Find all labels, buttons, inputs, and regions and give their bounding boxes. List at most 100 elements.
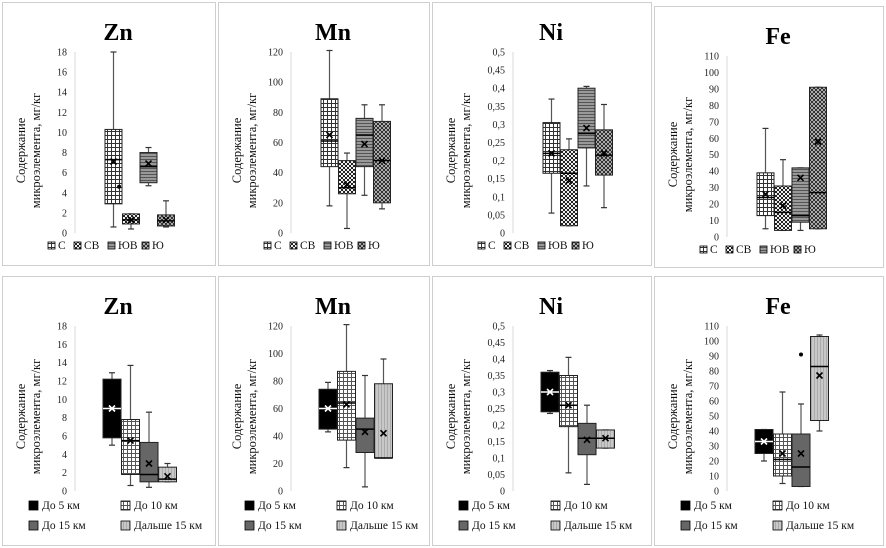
y-tick-label: 12 — [57, 108, 67, 119]
box-С — [542, 98, 561, 214]
legend-label: До 15 км — [258, 520, 302, 532]
y-tick-label: 0 — [62, 487, 67, 498]
legend-swatch — [458, 520, 469, 531]
mean-marker — [378, 157, 386, 165]
legend-swatch — [503, 241, 512, 250]
chart-panel-top-ni: Ni 0 0,05 0,1 0,15 0,2 0,25 0,3 0,35 0,4 0,45 0,5 Со… — [432, 2, 652, 266]
y-tick-label: 60 — [273, 138, 283, 149]
y-tick-label: 0 — [62, 229, 67, 240]
legend-swatch — [537, 241, 546, 250]
y-tick-label: 80 — [709, 367, 719, 378]
chart-svg: Ni 0 0,05 0,1 0,15 0,2 0,25 0,3 0,35 0,4 0,45 0,5 Со… — [444, 294, 633, 532]
mean-marker — [797, 449, 805, 458]
mean-marker — [814, 137, 822, 146]
y-axis-label-line2: микроэлемента, мг/кг — [681, 359, 695, 475]
box-Дальше-15-км — [596, 429, 615, 449]
y-tick-label: 40 — [273, 432, 283, 443]
box-body — [139, 441, 159, 483]
y-tick-label: 0,25 — [488, 138, 506, 149]
legend-label: СВ — [84, 240, 100, 252]
y-tick-label: 0,15 — [488, 174, 506, 185]
legend-swatch — [244, 520, 255, 531]
legend-swatch — [120, 520, 131, 531]
mean-marker — [162, 216, 170, 224]
box-До-10-км — [121, 364, 140, 487]
box-До-15-км — [791, 352, 811, 488]
legend-label: До 10 км — [564, 500, 608, 512]
mean-marker — [778, 449, 787, 458]
legend-label: До 10 км — [786, 500, 830, 512]
y-tick-label: 0,1 — [493, 454, 506, 465]
mean-marker — [342, 400, 351, 408]
box-СВ — [774, 159, 792, 232]
legend-swatch — [759, 245, 768, 254]
box-До-15-км — [577, 404, 597, 485]
box-body — [791, 433, 811, 487]
y-tick-label: 0 — [714, 487, 719, 498]
y-axis-label-line2: микроэлемента, мг/кг — [29, 359, 43, 475]
box-До-5-км — [754, 428, 774, 462]
legend-label: До 5 км — [42, 500, 81, 512]
y-tick-label: 70 — [709, 382, 719, 393]
box-До-5-км — [102, 372, 122, 446]
legend-label: Дальше 15 км — [786, 520, 855, 532]
box-body — [810, 336, 829, 421]
y-tick-label: 30 — [709, 183, 719, 194]
mean-marker — [600, 149, 608, 157]
box-body — [139, 152, 158, 184]
legend-label: Ю — [368, 240, 380, 252]
box-Ю — [157, 200, 175, 228]
chart-title: Fe — [765, 24, 791, 50]
mean-marker — [109, 158, 118, 166]
y-tick-label: 60 — [709, 397, 719, 408]
mean-marker — [564, 401, 573, 409]
y-tick-label: 0,1 — [493, 192, 506, 203]
chart-svg: Zn 0 2 4 6 8 10 12 14 16 18 Содержание микроэлемента… — [14, 294, 203, 532]
mean-marker — [815, 371, 824, 380]
y-tick-label: 0,3 — [493, 120, 506, 131]
box-До-5-км — [540, 369, 560, 415]
y-tick-label: 0,45 — [488, 338, 506, 349]
box-body — [374, 383, 393, 459]
y-tick-label: 18 — [57, 322, 67, 333]
legend-label: До 10 км — [134, 500, 178, 512]
box-body — [791, 167, 810, 223]
chart-panel-top-mn: Mn 0 20 40 60 80 100 120 Содержание микроэлемента… — [218, 2, 430, 266]
y-tick-label: 0 — [500, 487, 505, 498]
box-СВ — [117, 184, 140, 230]
y-tick-label: 40 — [709, 427, 719, 438]
box-body — [577, 87, 596, 149]
box-body — [542, 122, 561, 174]
y-tick-label: 6 — [62, 432, 67, 443]
box-ЮВ — [355, 104, 374, 196]
legend-swatch — [725, 245, 734, 254]
chart-title: Zn — [103, 294, 132, 320]
y-axis-label-line2: микроэлемента, мг/кг — [459, 93, 473, 209]
y-tick-label: 110 — [704, 52, 719, 63]
y-tick-label: 0,4 — [493, 355, 506, 366]
y-tick-label: 60 — [273, 404, 283, 415]
y-tick-label: 100 — [704, 337, 719, 348]
y-tick-label: 0,5 — [493, 322, 506, 333]
y-tick-label: 80 — [273, 108, 283, 119]
y-tick-label: 0,2 — [493, 156, 506, 167]
y-tick-label: 20 — [709, 200, 719, 211]
mean-marker — [760, 437, 768, 446]
mean-marker — [761, 190, 770, 198]
y-tick-label: 4 — [62, 450, 67, 461]
legend-swatch — [772, 520, 783, 531]
y-tick-label: 4 — [62, 188, 67, 199]
chart-panel-bottom-fe: Fe 0 10 20 30 40 50 60 70 80 90 100 110 Содержание мик… — [654, 276, 884, 546]
y-axis-label-line2: микроэлемента, мг/кг — [681, 97, 695, 213]
y-tick-label: 6 — [62, 168, 67, 179]
box-Ю — [595, 103, 613, 209]
y-tick-label: 0,2 — [493, 421, 506, 432]
legend-label: До 15 км — [472, 520, 516, 532]
legend-label: СВ — [736, 244, 752, 256]
box-СВ — [338, 152, 356, 230]
y-tick-label: 80 — [709, 101, 719, 112]
box-body — [121, 419, 140, 475]
legend-swatch — [323, 241, 332, 250]
y-tick-label: 0,35 — [488, 371, 506, 382]
chart-svg: Fe 0 10 20 30 40 50 60 70 80 90 100 110 Содержание мик… — [666, 24, 827, 256]
